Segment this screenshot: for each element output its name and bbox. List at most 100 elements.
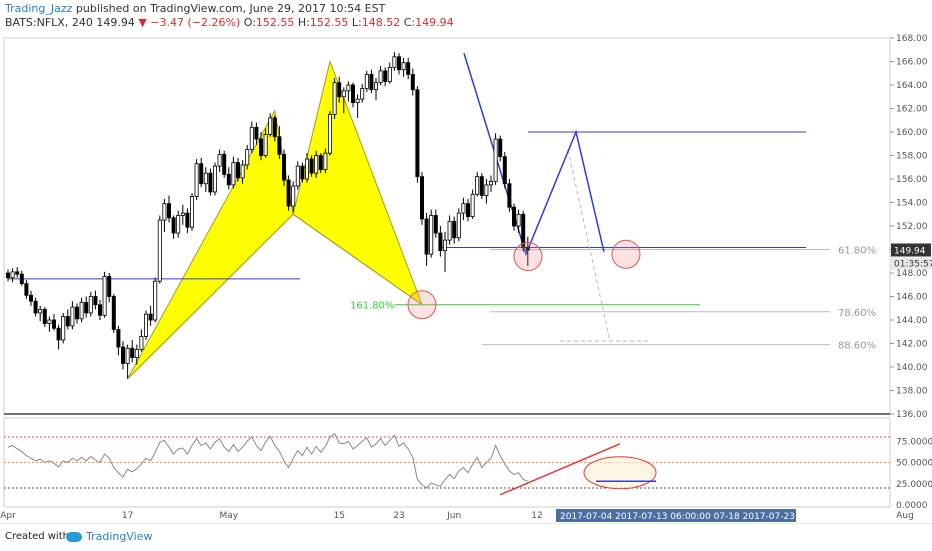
candle-body xyxy=(406,62,411,75)
publish-info: Trading_Jazz published on TradingView.co… xyxy=(5,2,385,15)
symbol-label: BATS:NFLX, 240 xyxy=(5,16,93,29)
candle-body xyxy=(401,62,406,71)
y-tick-label: 152.00 xyxy=(896,222,928,232)
abcd-wave xyxy=(463,53,605,257)
candle-body xyxy=(456,212,461,239)
candle-body xyxy=(512,206,517,227)
y-tick-label: 160.00 xyxy=(896,128,928,138)
candle-body xyxy=(222,153,227,175)
projection-dash-1 xyxy=(567,149,611,342)
harmonic-xb-edge xyxy=(127,213,294,380)
candle-body xyxy=(70,306,75,327)
candle-body xyxy=(498,138,503,158)
candle-body xyxy=(15,271,20,275)
author-link[interactable]: Trading_Jazz xyxy=(5,2,73,15)
countdown-badge-text: 01:35:57 xyxy=(894,260,932,270)
candle-body xyxy=(254,126,259,140)
candle-body xyxy=(350,84,355,104)
rsi-trendline xyxy=(499,443,621,496)
tradingview-cloud-icon xyxy=(66,532,82,542)
harmonic-xab-triangle xyxy=(127,109,294,380)
candle-body xyxy=(424,218,429,255)
candle-body xyxy=(134,348,139,358)
candle-body xyxy=(258,138,263,156)
candle-body xyxy=(130,347,135,359)
candle-body xyxy=(452,220,457,239)
candle-body xyxy=(121,346,126,364)
candle-body xyxy=(166,203,171,219)
open-label: O: xyxy=(243,16,256,29)
candle-body xyxy=(79,301,84,320)
candle-body xyxy=(38,309,43,314)
ohlc-bar: BATS:NFLX, 240 149.94 ▼ −3.47 (−2.26%) O… xyxy=(5,16,454,29)
candle-body xyxy=(153,280,158,321)
countdown-badge xyxy=(891,257,931,270)
candle-body xyxy=(360,88,365,100)
y-tick-label: 162.00 xyxy=(896,105,928,115)
candle-body xyxy=(493,138,498,182)
candle-body xyxy=(231,162,236,186)
candle-body xyxy=(217,153,222,167)
candle-body xyxy=(461,203,466,214)
candle-body xyxy=(42,309,47,324)
candle-body xyxy=(286,179,291,207)
candle-body xyxy=(162,203,167,221)
crosshair-date-text: 2017-07-04 2017-07-13 06:00:00 07-18 201… xyxy=(560,512,853,522)
candle-body xyxy=(84,301,89,314)
candle-body xyxy=(346,84,351,92)
y-tick-label: 142.00 xyxy=(896,340,928,350)
candle-body xyxy=(304,158,309,180)
candle-body xyxy=(410,74,415,91)
candle-body xyxy=(396,56,401,71)
candle-body xyxy=(364,74,369,89)
candle-body xyxy=(116,328,121,348)
candle-body xyxy=(392,56,397,68)
candle-body xyxy=(378,70,383,84)
candle-body xyxy=(139,336,144,350)
y-tick-label: 146.00 xyxy=(896,293,928,303)
candle-body xyxy=(208,172,213,193)
y-tick-label: 144.00 xyxy=(896,316,928,326)
candle-body xyxy=(309,158,314,174)
candle-body xyxy=(521,213,526,248)
candle-body xyxy=(355,98,360,104)
candle-body xyxy=(442,239,447,252)
candle-body xyxy=(341,90,346,98)
candle-body xyxy=(107,276,112,297)
y-tick-label: 158.00 xyxy=(896,152,928,162)
candle-body xyxy=(176,215,181,234)
tradingview-brand[interactable]: TradingView xyxy=(86,530,153,543)
candle-body xyxy=(33,300,38,314)
candle-body xyxy=(249,126,254,151)
candle-body xyxy=(157,219,162,282)
candle-body xyxy=(180,212,185,216)
rsi-line xyxy=(7,432,528,489)
low-label: L: xyxy=(351,16,362,29)
y-tick-label: 138.00 xyxy=(896,387,928,397)
y-tick-label: 164.00 xyxy=(896,81,928,91)
x-tick-label: 17 xyxy=(122,511,133,521)
candle-body xyxy=(429,215,434,255)
candle-body xyxy=(194,163,199,198)
close-value: 149.94 xyxy=(415,16,454,29)
candle-body xyxy=(268,117,273,135)
candle-body xyxy=(125,347,130,364)
candle-body xyxy=(291,185,296,207)
candle-body xyxy=(369,74,374,91)
candle-body xyxy=(318,155,323,170)
candle-body xyxy=(143,313,148,337)
y-tick-label: 136.00 xyxy=(896,410,928,420)
candle-body xyxy=(111,296,116,330)
candle-body xyxy=(277,136,282,155)
candle-body xyxy=(337,82,342,98)
candle-body xyxy=(300,165,305,180)
last-price-badge xyxy=(891,243,931,257)
change-value: ▼ −3.47 (−2.26%) xyxy=(138,16,241,29)
candle-body xyxy=(185,212,190,228)
candle-body xyxy=(93,296,98,306)
candle-body xyxy=(314,155,319,174)
candle-body xyxy=(6,272,11,279)
low-value: 148.52 xyxy=(361,16,401,29)
candle-body xyxy=(61,316,66,341)
